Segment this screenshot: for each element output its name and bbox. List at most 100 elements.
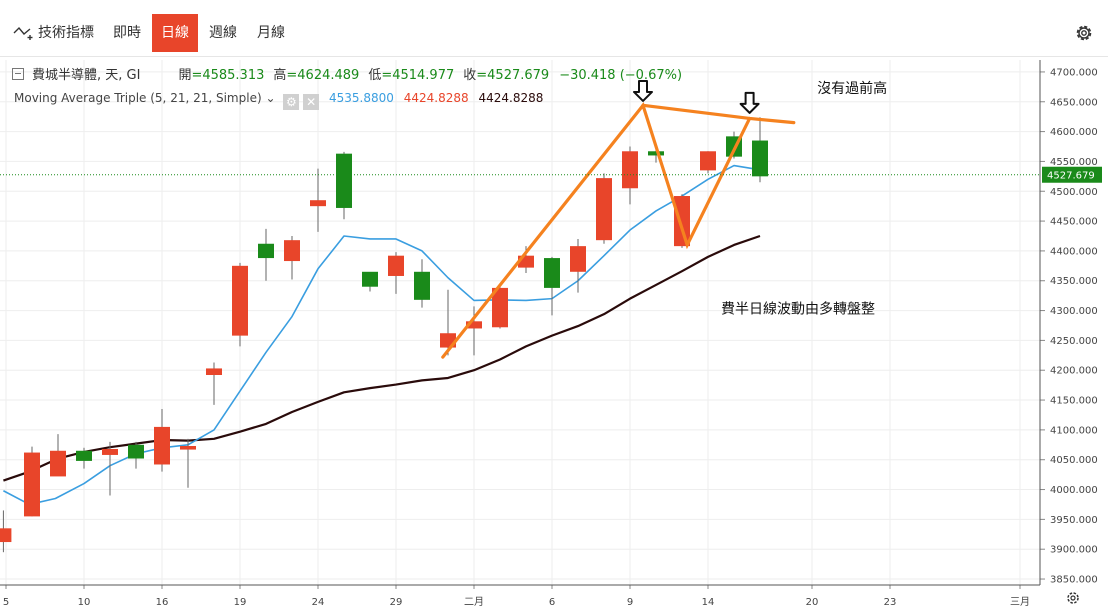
indicators-label: 技術指標 bbox=[38, 25, 94, 41]
y-tick-label: 4650.000 bbox=[1050, 97, 1098, 108]
trend-line bbox=[641, 103, 796, 125]
candle-down bbox=[206, 362, 222, 405]
chart-grid bbox=[0, 60, 1040, 585]
gear-icon[interactable] bbox=[1073, 22, 1095, 44]
y-tick-label: 4500.000 bbox=[1050, 187, 1098, 198]
tab-realtime[interactable]: 即時 bbox=[113, 25, 141, 41]
candle-up bbox=[414, 259, 430, 308]
candle-body bbox=[466, 321, 482, 329]
candle-body bbox=[570, 246, 586, 272]
candle-up bbox=[544, 256, 560, 316]
y-tick-label: 3950.000 bbox=[1050, 515, 1098, 526]
candles bbox=[0, 117, 768, 553]
y-tick-label: 4100.000 bbox=[1050, 425, 1098, 436]
candle-up bbox=[336, 151, 352, 220]
last-price-label: 4527.679 bbox=[1047, 171, 1095, 182]
indicator-chart-icon bbox=[13, 26, 33, 40]
open-value: =4585.313 bbox=[191, 68, 265, 83]
indicators-button[interactable]: 技術指標 bbox=[4, 14, 103, 52]
candle-body bbox=[544, 258, 560, 288]
candle-up bbox=[76, 447, 92, 469]
x-tick-label: 24 bbox=[312, 597, 325, 608]
candle-down bbox=[674, 194, 690, 248]
candle-body bbox=[622, 151, 638, 189]
trend-lines bbox=[441, 101, 796, 359]
candle-body bbox=[24, 452, 40, 517]
candle-body bbox=[310, 200, 326, 207]
down-arrow-icon bbox=[633, 79, 653, 102]
candle-up bbox=[258, 228, 274, 281]
candle-body bbox=[154, 426, 170, 465]
candle-body bbox=[50, 450, 66, 477]
tab-daily[interactable]: 日線 bbox=[152, 14, 198, 52]
candle-down bbox=[232, 262, 248, 347]
x-tick-label: 5 bbox=[3, 597, 9, 608]
candle-body bbox=[258, 243, 274, 259]
candle-down bbox=[50, 434, 66, 477]
collapse-icon[interactable] bbox=[12, 68, 24, 80]
legend-row-1: 費城半導體, 天, GI 開=4585.313 高=4624.489 低=4514.9… bbox=[12, 64, 682, 83]
candle-body bbox=[492, 287, 508, 328]
candle-body bbox=[674, 196, 690, 247]
candle-body bbox=[752, 140, 768, 177]
annotation-text: 費半日線波動由多轉盤整 bbox=[721, 301, 875, 318]
x-tick-label: 19 bbox=[234, 597, 247, 608]
x-tick-label: 10 bbox=[78, 597, 91, 608]
candle-body bbox=[0, 528, 12, 543]
y-tick-label: 4150.000 bbox=[1050, 396, 1098, 407]
symbol-name: 費城半導體, 天, GI bbox=[32, 68, 141, 83]
x-tick-label: 6 bbox=[549, 597, 555, 608]
candle-body bbox=[76, 450, 92, 461]
candle-up bbox=[752, 117, 768, 183]
candle-down bbox=[310, 168, 326, 232]
y-tick-label: 4400.000 bbox=[1050, 246, 1098, 257]
candle-body bbox=[232, 265, 248, 336]
high-value: =4624.489 bbox=[286, 68, 360, 83]
x-tick-label: 二月 bbox=[464, 596, 484, 608]
tab-weekly[interactable]: 週線 bbox=[209, 25, 237, 41]
down-arrow-icon bbox=[739, 91, 760, 114]
change-value: −30.418 (−0.67%) bbox=[559, 68, 683, 83]
close-value: =4527.679 bbox=[476, 68, 550, 83]
x-tick-label: 29 bbox=[390, 597, 403, 608]
candle-down bbox=[0, 510, 12, 553]
y-tick-label: 4450.000 bbox=[1050, 217, 1098, 228]
candle-body bbox=[518, 255, 534, 268]
ma-fast-value: 4535.8800 bbox=[329, 91, 394, 105]
ma-slow2-value: 4424.8288 bbox=[478, 91, 544, 105]
candle-up bbox=[128, 441, 144, 469]
ma-close-icon[interactable]: ✕ bbox=[303, 94, 320, 110]
y-tick-label: 4250.000 bbox=[1050, 336, 1098, 347]
candle-body bbox=[180, 445, 196, 450]
candle-body bbox=[414, 271, 430, 300]
candle-body bbox=[102, 448, 118, 455]
trend-line bbox=[441, 101, 752, 359]
axes: 3850.000 3900.000 3950.000 4000.000 4050.000… bbox=[0, 60, 1102, 608]
ma-settings-icon[interactable]: ⚙ bbox=[283, 94, 300, 110]
tab-monthly[interactable]: 月線 bbox=[257, 25, 285, 41]
candle-body bbox=[206, 368, 222, 375]
y-tick-label: 3850.000 bbox=[1050, 575, 1098, 586]
x-tick-label: 16 bbox=[156, 597, 169, 608]
high-label: 高 bbox=[273, 68, 287, 83]
low-value: =4514.977 bbox=[381, 68, 455, 83]
y-tick-label: 4700.000 bbox=[1050, 67, 1098, 78]
candle-down bbox=[24, 446, 40, 517]
candle-body bbox=[128, 444, 144, 459]
ma-name: Moving Average Triple (5, 21, 21, Simple… bbox=[14, 91, 262, 105]
y-tick-label: 4550.000 bbox=[1050, 157, 1098, 168]
legend-row-2: Moving Average Triple (5, 21, 21, Simple… bbox=[14, 91, 543, 110]
x-tick-label: 23 bbox=[884, 597, 897, 608]
x-tick-label: 20 bbox=[806, 597, 819, 608]
open-label: 開 bbox=[178, 68, 192, 83]
y-tick-label: 4600.000 bbox=[1050, 127, 1098, 138]
y-tick-label: 4050.000 bbox=[1050, 455, 1098, 466]
settings-small-icon-core bbox=[1070, 595, 1076, 601]
candle-body bbox=[362, 271, 378, 287]
chevron-down-icon[interactable]: ⌄ bbox=[265, 91, 276, 105]
last-price-badge bbox=[1042, 166, 1102, 183]
candle-body bbox=[336, 153, 352, 208]
candle-body bbox=[700, 151, 716, 171]
